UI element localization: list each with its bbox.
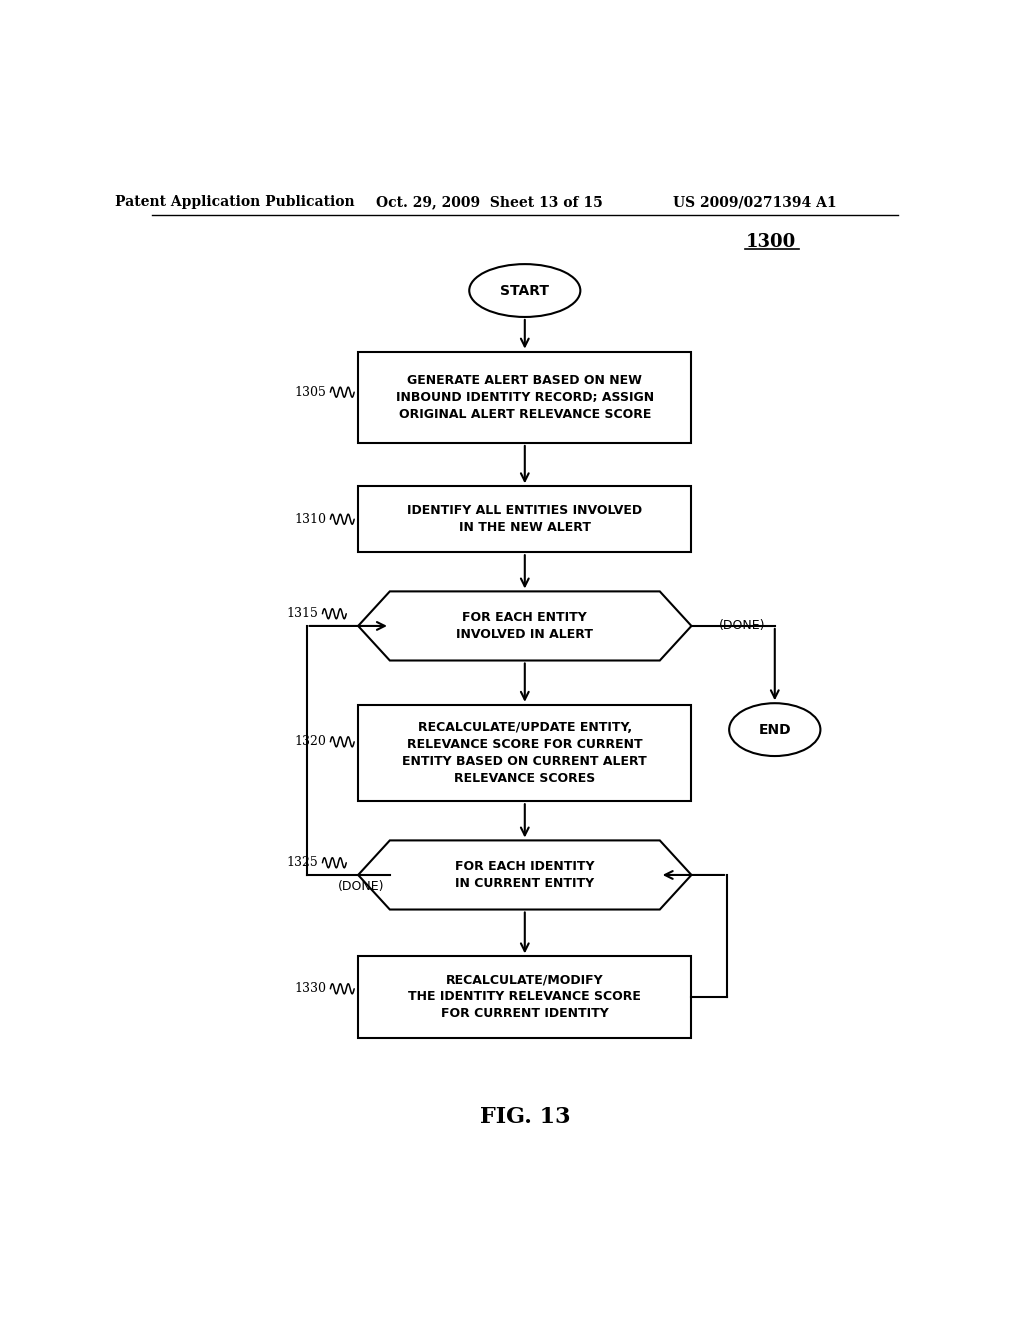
- Text: FIG. 13: FIG. 13: [479, 1106, 570, 1127]
- Bar: [358, 351, 691, 444]
- Text: RECALCULATE/MODIFY
THE IDENTITY RELEVANCE SCORE
FOR CURRENT IDENTITY: RECALCULATE/MODIFY THE IDENTITY RELEVANC…: [409, 973, 641, 1020]
- Bar: [358, 956, 691, 1038]
- Bar: [358, 486, 691, 552]
- Text: 1320: 1320: [295, 735, 327, 748]
- Text: (DONE): (DONE): [719, 619, 766, 632]
- Text: FOR EACH ENTITY
INVOLVED IN ALERT: FOR EACH ENTITY INVOLVED IN ALERT: [457, 611, 593, 642]
- Text: 1325: 1325: [287, 857, 318, 870]
- Text: 1305: 1305: [295, 385, 327, 399]
- Text: Patent Application Publication: Patent Application Publication: [116, 195, 355, 209]
- Text: RECALCULATE/UPDATE ENTITY,
RELEVANCE SCORE FOR CURRENT
ENTITY BASED ON CURRENT A: RECALCULATE/UPDATE ENTITY, RELEVANCE SCO…: [402, 721, 647, 785]
- Text: 1330: 1330: [295, 982, 327, 995]
- Text: START: START: [501, 284, 549, 297]
- Text: (DONE): (DONE): [338, 880, 385, 894]
- Text: 1315: 1315: [287, 607, 318, 620]
- Bar: [358, 705, 691, 801]
- Text: 1310: 1310: [295, 512, 327, 525]
- Text: END: END: [759, 722, 792, 737]
- Text: 1300: 1300: [745, 232, 796, 251]
- Text: IDENTIFY ALL ENTITIES INVOLVED
IN THE NEW ALERT: IDENTIFY ALL ENTITIES INVOLVED IN THE NE…: [408, 504, 642, 535]
- Text: Oct. 29, 2009  Sheet 13 of 15: Oct. 29, 2009 Sheet 13 of 15: [376, 195, 602, 209]
- Text: US 2009/0271394 A1: US 2009/0271394 A1: [673, 195, 837, 209]
- Text: GENERATE ALERT BASED ON NEW
INBOUND IDENTITY RECORD; ASSIGN
ORIGINAL ALERT RELEV: GENERATE ALERT BASED ON NEW INBOUND IDEN…: [395, 374, 654, 421]
- Text: FOR EACH IDENTITY
IN CURRENT ENTITY: FOR EACH IDENTITY IN CURRENT ENTITY: [455, 859, 595, 890]
